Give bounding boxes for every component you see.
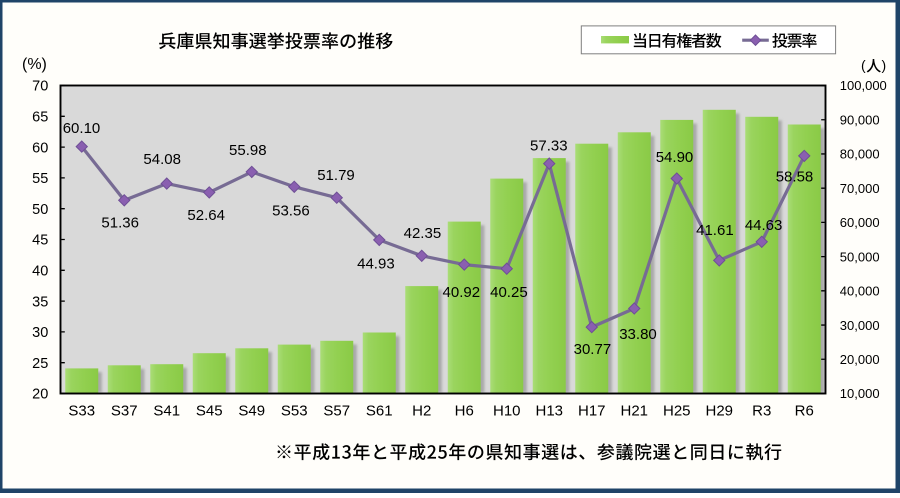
svg-text:35: 35: [32, 294, 48, 310]
svg-text:R3: R3: [752, 402, 771, 419]
svg-text:60: 60: [32, 140, 48, 156]
svg-text:42.35: 42.35: [404, 225, 442, 242]
svg-text:50,000: 50,000: [840, 249, 880, 264]
svg-text:70: 70: [32, 79, 48, 95]
svg-text:30: 30: [32, 325, 48, 341]
svg-text:): ): [882, 57, 887, 73]
svg-text:54.08: 54.08: [143, 151, 181, 168]
svg-text:40.92: 40.92: [443, 284, 481, 301]
svg-text:H10: H10: [493, 402, 521, 419]
svg-text:45: 45: [32, 233, 48, 249]
svg-text:60.10: 60.10: [63, 120, 101, 137]
svg-text:60,000: 60,000: [840, 215, 880, 230]
svg-text:44.93: 44.93: [357, 256, 395, 273]
svg-text:S57: S57: [323, 402, 350, 419]
svg-text:80,000: 80,000: [840, 147, 880, 162]
svg-text:53.56: 53.56: [272, 202, 310, 219]
svg-text:51.79: 51.79: [317, 167, 355, 184]
svg-text:20: 20: [32, 387, 48, 403]
svg-text:90,000: 90,000: [840, 112, 880, 127]
svg-text:55.98: 55.98: [229, 142, 267, 159]
svg-text:H21: H21: [620, 402, 648, 419]
svg-text:S33: S33: [68, 402, 95, 419]
svg-text:H13: H13: [535, 402, 563, 419]
svg-text:S53: S53: [281, 402, 308, 419]
svg-text:54.90: 54.90: [656, 149, 694, 166]
svg-text:H2: H2: [412, 402, 431, 419]
svg-text:H25: H25: [663, 402, 691, 419]
svg-text:S45: S45: [196, 402, 223, 419]
svg-text:30,000: 30,000: [840, 318, 880, 333]
svg-text:30.77: 30.77: [574, 341, 612, 358]
svg-text:40: 40: [32, 264, 48, 280]
svg-text:S37: S37: [111, 402, 138, 419]
svg-text:100,000: 100,000: [840, 78, 887, 93]
svg-text:S49: S49: [238, 402, 265, 419]
svg-text:R6: R6: [795, 402, 814, 419]
svg-text:25: 25: [32, 356, 48, 372]
svg-text:(%): (%): [22, 56, 47, 73]
svg-text:33.80: 33.80: [619, 326, 657, 343]
svg-text:55: 55: [32, 171, 48, 187]
svg-text:65: 65: [32, 110, 48, 126]
svg-text:40.25: 40.25: [490, 284, 528, 301]
svg-text:44.63: 44.63: [745, 217, 783, 234]
svg-text:40,000: 40,000: [840, 284, 880, 299]
svg-text:20,000: 20,000: [840, 352, 880, 367]
svg-text:H6: H6: [455, 402, 474, 419]
svg-text:10,000: 10,000: [840, 386, 880, 401]
svg-text:50: 50: [32, 202, 48, 218]
svg-text:58.58: 58.58: [776, 168, 814, 185]
svg-text:H17: H17: [578, 402, 606, 419]
svg-text:H29: H29: [705, 402, 733, 419]
svg-text:52.64: 52.64: [187, 207, 225, 224]
svg-text:41.61: 41.61: [696, 222, 734, 239]
svg-text:S41: S41: [153, 402, 180, 419]
svg-text:S61: S61: [366, 402, 393, 419]
svg-text:51.36: 51.36: [101, 214, 139, 231]
svg-text:70,000: 70,000: [840, 181, 880, 196]
svg-text:57.33: 57.33: [530, 137, 568, 154]
svg-text:(: (: [861, 57, 866, 73]
